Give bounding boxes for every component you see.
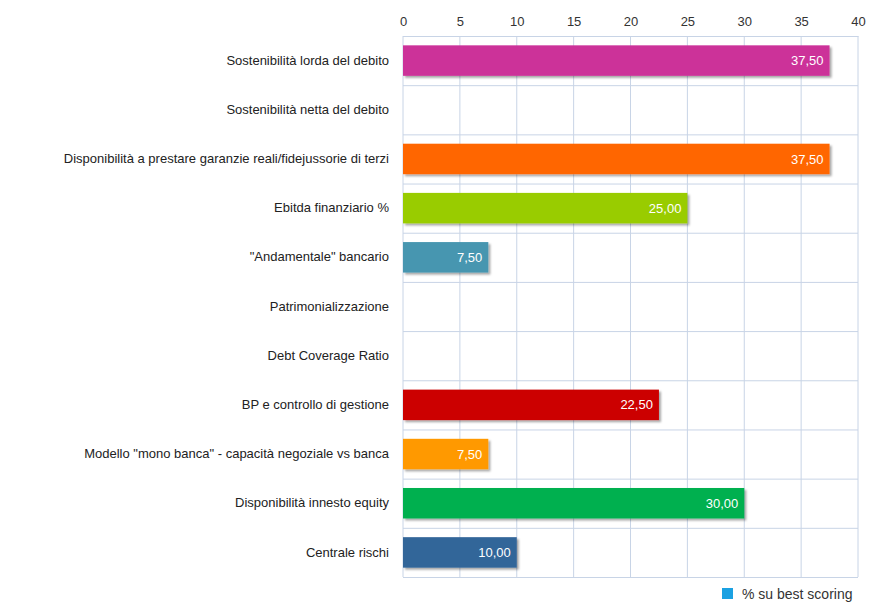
tick: 20	[624, 14, 638, 36]
row-grid-line	[403, 36, 858, 37]
tick-label: 15	[567, 14, 581, 29]
tick: Debt Coverage Ratio	[268, 348, 403, 363]
bar	[403, 488, 744, 518]
tick: Disponibilità innesto equity	[235, 495, 403, 510]
grid-line	[801, 36, 802, 577]
row-grid-line	[403, 184, 858, 185]
tick: 25	[681, 14, 695, 36]
tick: 40	[851, 14, 865, 36]
tick: 0	[400, 14, 407, 36]
bar	[403, 439, 488, 469]
y-axis: Sostenibilità lorda del debito Sostenibil…	[64, 53, 403, 560]
tick: Sostenibilità lorda del debito	[226, 53, 403, 68]
category-label: "Andamentale" bancario	[250, 249, 389, 264]
tick: Centrale rischi	[306, 545, 403, 560]
legend-label: % su best scoring	[742, 586, 853, 602]
tick: 35	[794, 14, 808, 36]
category-label: Sostenibilità lorda del debito	[226, 53, 389, 68]
tick-label: 5	[457, 14, 464, 29]
legend: % su best scoring	[722, 586, 853, 602]
row-grid-line	[403, 479, 858, 480]
category-label: Centrale rischi	[306, 545, 389, 560]
grid	[403, 36, 858, 578]
tick: Patrimonializzazione	[270, 299, 403, 314]
data-label: 10,00	[478, 545, 511, 560]
category-label: Modello "mono banca" - capacità negozial…	[84, 446, 390, 461]
data-label: 7,50	[457, 250, 482, 265]
tick: Sostenibilità netta del debito	[226, 102, 403, 117]
row-grid-line	[403, 528, 858, 529]
tick: Modello "mono banca" - capacità negozial…	[84, 446, 403, 461]
tick: 30	[738, 14, 752, 36]
tick-label: 0	[400, 14, 407, 29]
data-label: 22,50	[620, 397, 653, 412]
tick: Ebitda finanziario %	[274, 200, 403, 215]
chart: 37,50 37,50 25,00 7,50 22,50 7,50 30,00 10,00 0 5…	[0, 0, 886, 611]
row-grid-line	[403, 233, 858, 234]
data-label: 25,00	[649, 201, 682, 216]
category-label: Disponibilità a prestare garanzie reali/…	[64, 151, 389, 166]
axis-line	[404, 36, 859, 37]
legend-swatch	[722, 588, 733, 599]
tick: 15	[567, 14, 581, 36]
plot: 37,50 37,50 25,00 7,50 22,50 7,50 30,00 10,00 0 5…	[64, 14, 866, 578]
bar	[403, 390, 659, 420]
tick: 10	[510, 14, 524, 36]
category-label: Sostenibilità netta del debito	[226, 102, 389, 117]
tick: "Andamentale" bancario	[250, 249, 403, 264]
row-grid-line	[403, 134, 858, 135]
category-label: Debt Coverage Ratio	[268, 348, 389, 363]
row-grid-line	[403, 380, 858, 381]
bar	[403, 45, 830, 75]
category-label: Patrimonializzazione	[270, 299, 389, 314]
row-grid-line	[403, 282, 858, 283]
tick: 5	[457, 14, 464, 36]
data-label: 30,00	[706, 496, 739, 511]
bar	[403, 193, 687, 223]
row-grid-line	[403, 85, 858, 86]
tick: Disponibilità a prestare garanzie reali/…	[64, 151, 403, 166]
bar	[403, 537, 517, 567]
category-label: Ebitda finanziario %	[274, 200, 389, 215]
row-grid-line	[403, 429, 858, 430]
grid-line	[858, 36, 859, 577]
data-label: 37,50	[791, 53, 824, 68]
tick-label: 35	[794, 14, 808, 29]
tick-label: 25	[681, 14, 695, 29]
category-label: BP e controllo di gestione	[242, 397, 389, 412]
bar	[403, 242, 488, 272]
tick-label: 40	[851, 14, 865, 29]
row-grid-line	[403, 331, 858, 332]
x-axis: 0 5 10 15 20 25 30 35 40	[400, 14, 866, 37]
bar	[403, 144, 830, 174]
tick-label: 30	[738, 14, 752, 29]
tick-label: 10	[510, 14, 524, 29]
bars	[403, 45, 830, 567]
data-label: 37,50	[791, 152, 824, 167]
tick-label: 20	[624, 14, 638, 29]
data-labels: 37,50 37,50 25,00 7,50 22,50 7,50 30,00 10,00	[457, 53, 824, 560]
data-label: 7,50	[457, 447, 482, 462]
tick: BP e controllo di gestione	[242, 397, 403, 412]
category-label: Disponibilità innesto equity	[235, 495, 389, 510]
row-grid-line	[403, 577, 858, 578]
